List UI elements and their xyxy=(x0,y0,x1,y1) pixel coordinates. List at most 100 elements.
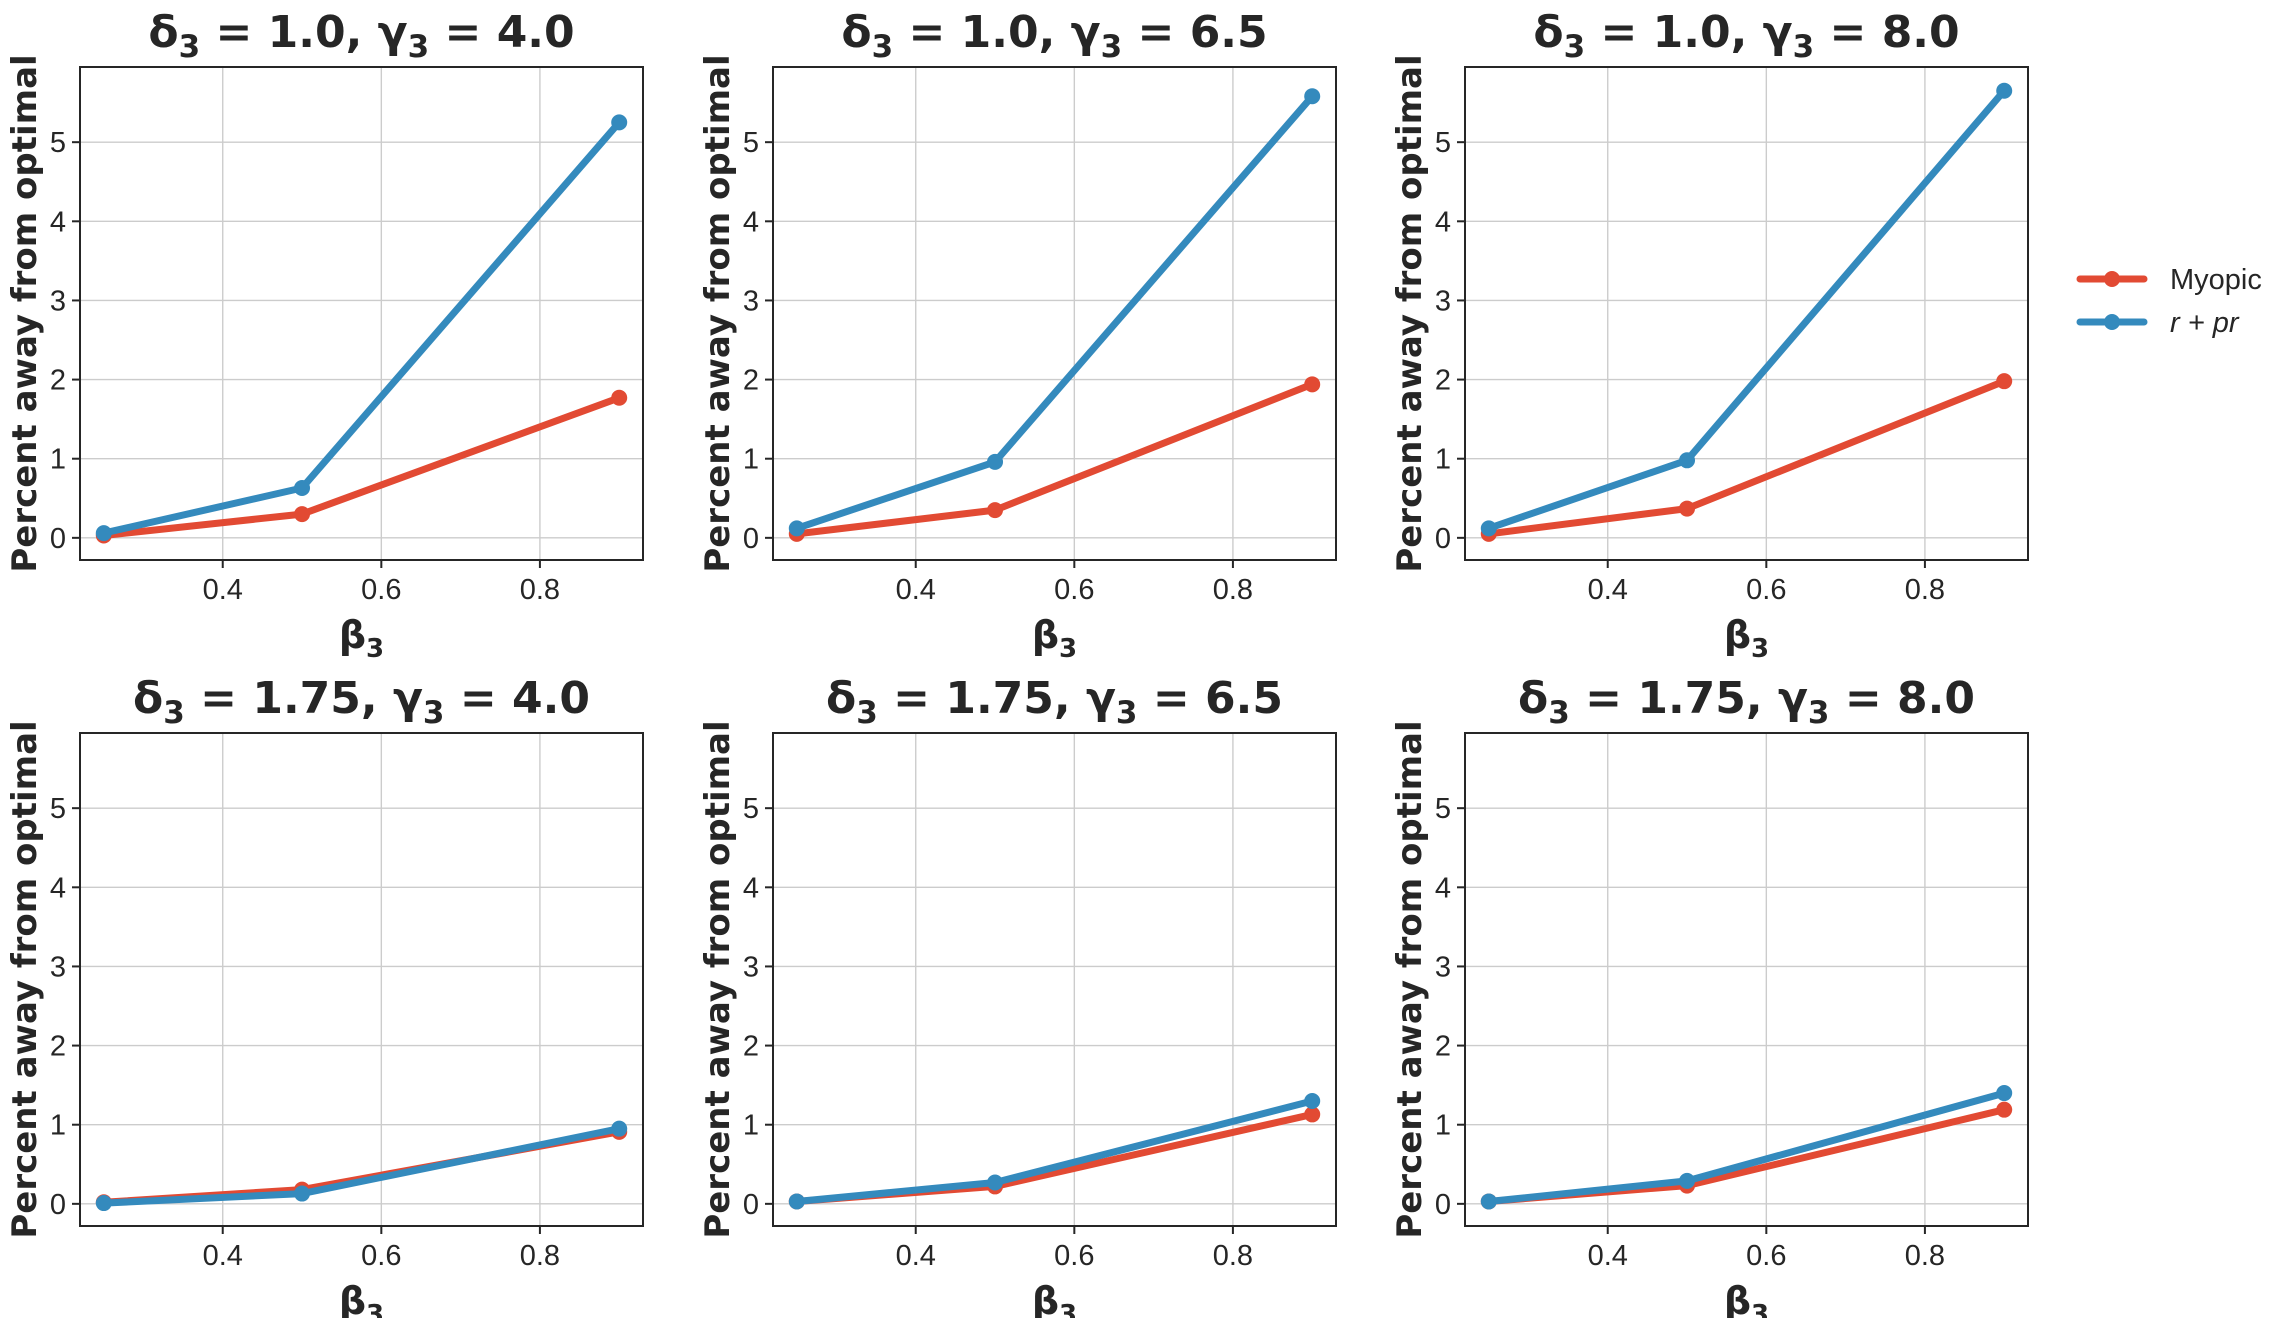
x-axis-label: β3​ xyxy=(339,613,384,664)
y-tick-label: 5 xyxy=(1435,127,1451,159)
x-tick-label: 0.4 xyxy=(1588,1240,1628,1272)
y-tick-label: 1 xyxy=(1435,444,1451,476)
x-tick-label: 0.8 xyxy=(520,574,560,606)
series-line-r-plus-pr xyxy=(1485,87,2008,532)
x-axis-label: β3​ xyxy=(1724,1279,1769,1318)
y-axis-label: Percent away from optimal xyxy=(5,54,45,572)
chart-panel-5: 0.4 0.6 0.8 0 1 2 3 4 5 δ3​ = 1.75, γ3​ = 6.5 β3​ P… xyxy=(698,673,1337,1318)
y-axis-label: Percent away from optimal xyxy=(1390,720,1430,1238)
x-tick-label: 0.4 xyxy=(896,1240,936,1272)
y-tick-label: 5 xyxy=(50,793,66,825)
panels-group: 0.4 0.6 0.8 0 1 2 3 4 5 δ3​ = 1.0, γ3​ = 4.0 β3​ Pe… xyxy=(5,7,2029,1318)
data-point-r-plus-pr xyxy=(294,479,311,496)
series-line-r-plus-pr xyxy=(793,92,1316,532)
panel-title: δ3​ = 1.75, γ3​ = 6.5 xyxy=(826,673,1283,731)
data-point-r-plus-pr xyxy=(1679,452,1696,469)
y-tick-label: 0 xyxy=(1435,1189,1451,1221)
x-tick-label: 0.6 xyxy=(1054,1240,1094,1272)
series-line-myopic xyxy=(1485,1106,2008,1205)
data-point-r-plus-pr xyxy=(1679,1172,1696,1189)
series-line-r-plus-pr xyxy=(1485,1089,2008,1205)
y-tick-label: 2 xyxy=(743,365,759,397)
panel-title: δ3​ = 1.75, γ3​ = 8.0 xyxy=(1518,673,1975,731)
x-tick-label: 0.6 xyxy=(1746,1240,1786,1272)
data-point-r-plus-pr xyxy=(788,1193,805,1210)
y-tick-label: 1 xyxy=(50,1110,66,1142)
x-tick-label: 0.8 xyxy=(1213,1240,1253,1272)
y-tick-label: 4 xyxy=(1435,872,1451,904)
x-tick-label: 0.6 xyxy=(1054,574,1094,606)
y-tick-label: 3 xyxy=(50,951,66,983)
y-tick-label: 4 xyxy=(743,206,759,238)
data-point-r-plus-pr xyxy=(987,453,1004,470)
y-tick-label: 0 xyxy=(1435,523,1451,555)
chart-panel-1: 0.4 0.6 0.8 0 1 2 3 4 5 δ3​ = 1.0, γ3​ = 4.0 β3​ Pe… xyxy=(5,7,644,664)
panel-title: δ3​ = 1.0, γ3​ = 8.0 xyxy=(1533,7,1959,65)
x-tick-label: 0.8 xyxy=(1905,574,1945,606)
axes-frame xyxy=(1464,732,2029,1227)
legend-label: r + pr xyxy=(2170,307,2240,339)
chart-panel-6: 0.4 0.6 0.8 0 1 2 3 4 5 δ3​ = 1.75, γ3​ = 8.0 β3​ P… xyxy=(1390,673,2029,1318)
y-tick-label: 3 xyxy=(743,285,759,317)
legend-swatch-marker xyxy=(2104,271,2120,287)
y-tick-label: 1 xyxy=(743,444,759,476)
legend-swatch-marker xyxy=(2104,314,2120,330)
data-point-r-plus-pr xyxy=(611,1120,628,1137)
data-point-myopic xyxy=(1304,1106,1321,1123)
x-axis-label: β3​ xyxy=(339,1279,384,1318)
data-point-myopic xyxy=(1996,373,2013,390)
x-axis-label: β3​ xyxy=(1032,613,1077,664)
x-axis-label: β3​ xyxy=(1032,1279,1077,1318)
x-tick-label: 0.6 xyxy=(1746,574,1786,606)
data-point-r-plus-pr xyxy=(95,525,112,542)
y-tick-label: 0 xyxy=(50,523,66,555)
data-point-r-plus-pr xyxy=(1480,520,1497,537)
x-tick-label: 0.8 xyxy=(520,1240,560,1272)
data-point-r-plus-pr xyxy=(1480,1193,1497,1210)
x-tick-label: 0.8 xyxy=(1905,1240,1945,1272)
x-axis-label: β3​ xyxy=(1724,613,1769,664)
x-tick-label: 0.6 xyxy=(361,1240,401,1272)
y-tick-label: 4 xyxy=(50,206,66,238)
panel-title: δ3​ = 1.75, γ3​ = 4.0 xyxy=(133,673,590,731)
data-point-r-plus-pr xyxy=(987,1174,1004,1191)
data-point-r-plus-pr xyxy=(1996,82,2013,99)
y-axis-label: Percent away from optimal xyxy=(1390,54,1430,572)
chart-panel-4: 0.4 0.6 0.8 0 1 2 3 4 5 δ3​ = 1.75, γ3​ = 4.0 β3​ P… xyxy=(5,673,644,1318)
legend-item-myopic: Myopic xyxy=(2076,264,2262,296)
y-axis-label: Percent away from optimal xyxy=(5,720,45,1238)
data-point-r-plus-pr xyxy=(95,1195,112,1212)
x-tick-label: 0.4 xyxy=(896,574,936,606)
series-line-r-plus-pr xyxy=(793,1097,1316,1205)
data-point-myopic xyxy=(987,502,1004,519)
y-tick-label: 1 xyxy=(743,1110,759,1142)
axes-frame xyxy=(79,732,644,1227)
y-tick-label: 4 xyxy=(743,872,759,904)
x-tick-label: 0.4 xyxy=(203,574,243,606)
data-point-myopic xyxy=(294,506,311,523)
legend: Myopic r + pr xyxy=(2076,264,2262,339)
chart-panel-2: 0.4 0.6 0.8 0 1 2 3 4 5 δ3​ = 1.0, γ3​ = 6.5 β3​ Pe… xyxy=(698,7,1337,664)
y-tick-label: 1 xyxy=(50,444,66,476)
y-tick-label: 1 xyxy=(1435,1110,1451,1142)
y-tick-label: 4 xyxy=(50,872,66,904)
x-tick-label: 0.8 xyxy=(1213,574,1253,606)
x-tick-label: 0.4 xyxy=(203,1240,243,1272)
data-point-r-plus-pr xyxy=(294,1185,311,1202)
panel-title: δ3​ = 1.0, γ3​ = 4.0 xyxy=(148,7,574,65)
series-line-r-plus-pr xyxy=(100,1125,623,1207)
legend-item-r-plus-pr: r + pr xyxy=(2076,307,2240,339)
y-tick-label: 0 xyxy=(50,1189,66,1221)
data-point-r-plus-pr xyxy=(1304,88,1321,105)
y-tick-label: 4 xyxy=(1435,206,1451,238)
y-tick-label: 3 xyxy=(1435,951,1451,983)
y-tick-label: 0 xyxy=(743,1189,759,1221)
data-point-myopic xyxy=(1996,1101,2013,1118)
y-tick-label: 0 xyxy=(743,523,759,555)
y-tick-label: 3 xyxy=(743,951,759,983)
y-tick-label: 3 xyxy=(50,285,66,317)
series-line-myopic xyxy=(1485,377,2008,538)
y-axis-label: Percent away from optimal xyxy=(698,54,738,572)
y-tick-label: 2 xyxy=(743,1031,759,1063)
data-point-myopic xyxy=(611,389,628,406)
